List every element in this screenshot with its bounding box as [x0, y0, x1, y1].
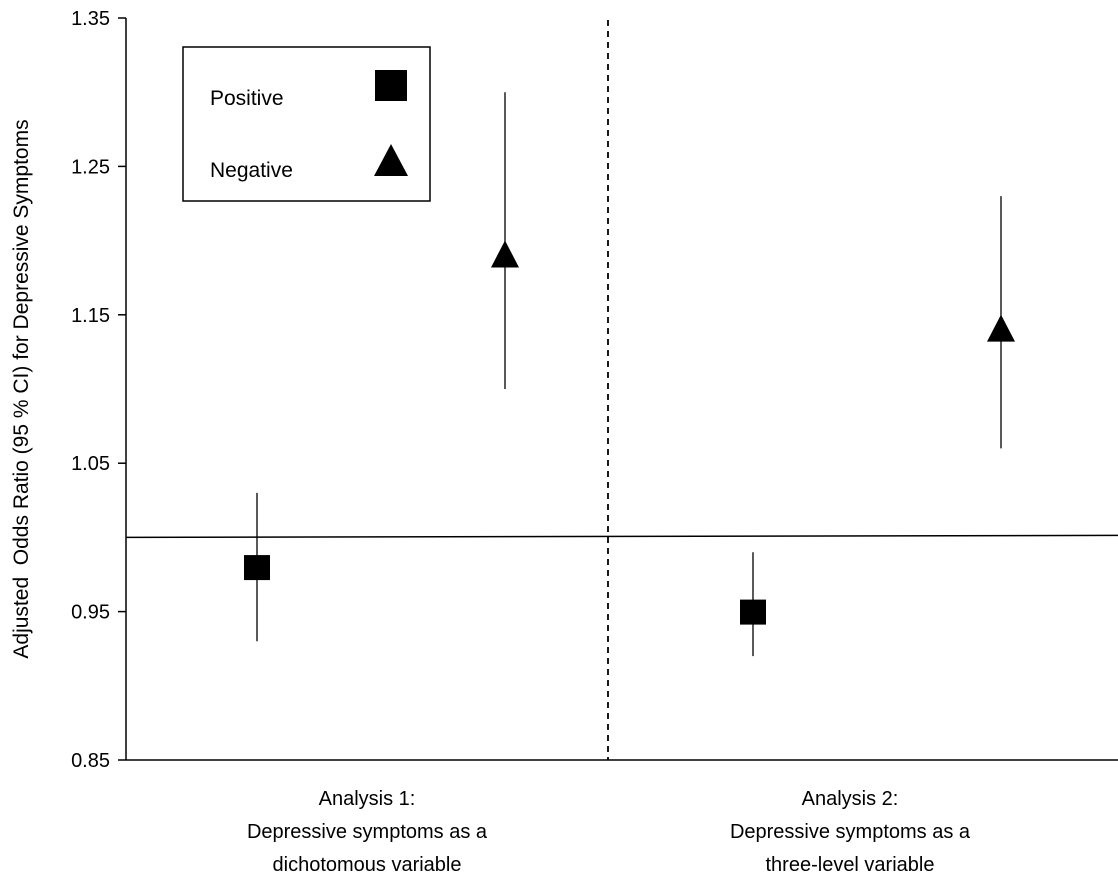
category-label: dichotomous variable [273, 854, 462, 876]
data-point-negative [491, 240, 519, 268]
data-marks [244, 92, 1015, 657]
y-tick-label: 1.25 [71, 156, 110, 178]
category-label: Analysis 1: [319, 788, 416, 810]
data-point-positive [244, 555, 270, 581]
legend: Positive Negative [182, 46, 431, 202]
y-tick-label: 1.35 [71, 8, 110, 30]
y-ticks: 0.85 0.95 1.05 1.15 1.25 1.35 [71, 8, 126, 772]
category-label: three-level variable [766, 854, 935, 876]
data-point-positive [740, 599, 766, 625]
category-label: Depressive symptoms as a [730, 821, 971, 843]
data-point-negative [987, 314, 1015, 342]
reference-line [125, 534, 1118, 539]
legend-label-positive: Positive [210, 87, 284, 110]
y-tick-label: 0.85 [71, 750, 110, 772]
category-label: Depressive symptoms as a [247, 821, 488, 843]
legend-square-icon [375, 70, 407, 101]
y-tick-label: 1.05 [71, 453, 110, 475]
category-labels: Analysis 1: Depressive symptoms as a dicho… [247, 788, 971, 876]
y-tick-label: 0.95 [71, 602, 110, 624]
legend-triangle-icon [374, 144, 408, 176]
y-tick-label: 1.15 [71, 305, 110, 327]
y-axis-label: Adjusted Odds Ratio (95 % CI) for Depres… [10, 119, 33, 658]
category-label: Analysis 2: [802, 788, 899, 810]
legend-label-negative: Negative [210, 159, 293, 182]
